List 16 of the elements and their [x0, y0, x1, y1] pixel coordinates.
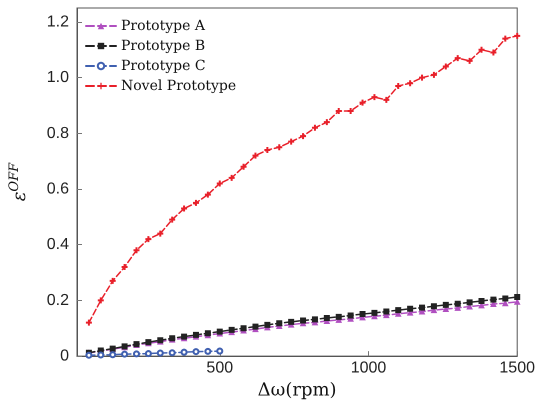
y-tick-label: 0.2	[46, 292, 70, 309]
x-tick-label: 500	[206, 360, 234, 377]
legend-label: Prototype B	[121, 38, 206, 54]
legend-label: Prototype A	[121, 18, 206, 34]
y-tick-label: 0.6	[46, 180, 70, 198]
y-axis-title: εOFF	[7, 162, 30, 202]
x-axis-title: Δω(rpm)	[258, 380, 337, 400]
legend-label: Novel Prototype	[121, 78, 236, 94]
y-tick-label: 1.0	[46, 69, 70, 86]
y-tick-label: 0	[60, 348, 70, 365]
y-tick-label: 0.4	[46, 236, 70, 254]
y-tick-label: 1.2	[46, 13, 70, 30]
y-tick-label: 0.8	[46, 124, 70, 142]
x-tick-label: 1500	[499, 360, 536, 377]
x-tick-label: 1000	[350, 360, 386, 377]
legend-label: Prototype C	[121, 58, 206, 74]
